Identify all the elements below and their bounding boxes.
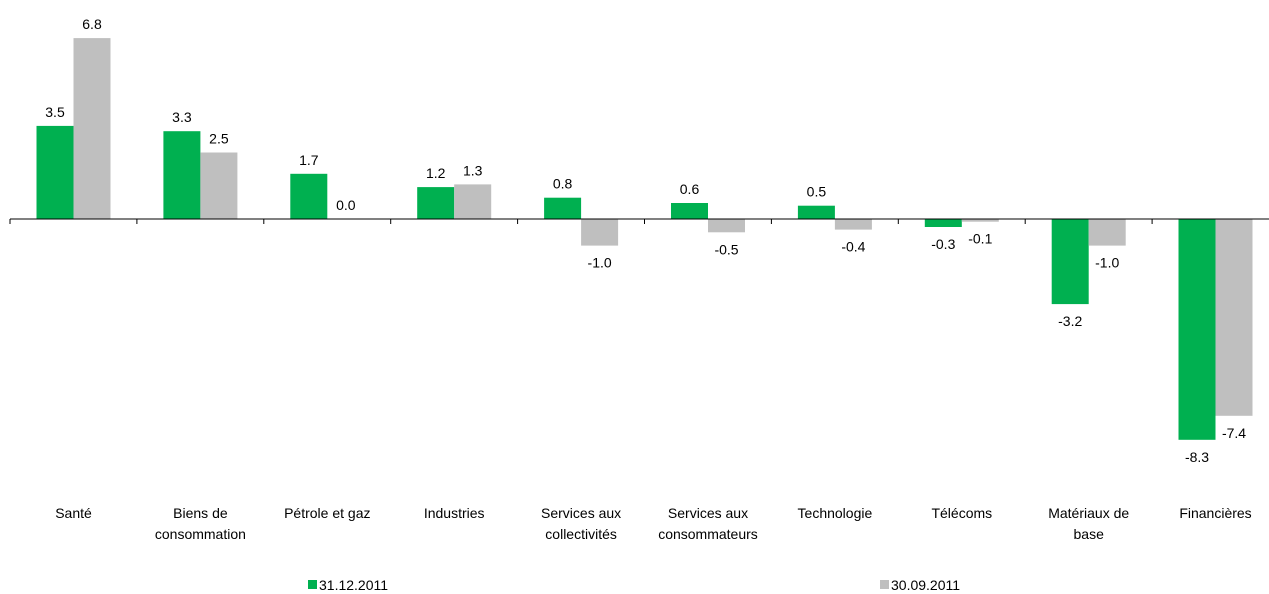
bar-series1-7: [924, 219, 962, 227]
legend-swatch: [880, 580, 889, 589]
data-label: -0.1: [968, 231, 992, 247]
category-label: Matériaux de base: [1048, 505, 1129, 542]
data-label: 1.7: [299, 152, 319, 168]
category-label: Technologie: [798, 505, 873, 521]
data-label: -0.4: [841, 239, 865, 255]
bar-series2-4: [581, 219, 619, 246]
data-labels-group: 3.5 6.8 3.3 2.5 1.7 0.0 1.2 1.3 0.8 -1.0 0.6 -0.5 0.…: [45, 16, 1246, 465]
legend-label: 31.12.2011: [319, 577, 388, 593]
data-label: -1.0: [588, 255, 612, 271]
data-label: -3.2: [1058, 313, 1082, 329]
category-labels-group: Santé Biens de consommation Pétrole et gaz I…: [55, 505, 1251, 542]
data-label: -8.3: [1185, 449, 1209, 465]
bar-series2-7: [961, 219, 999, 222]
category-label: Télécoms: [931, 505, 992, 521]
bar-series1-2: [290, 173, 328, 219]
bar-series1-0: [36, 125, 74, 219]
bar-series1-1: [163, 131, 201, 219]
bar-series1-5: [671, 203, 708, 219]
bars-group: [36, 38, 1253, 440]
bar-series1-3: [417, 187, 455, 219]
category-label: Services aux collectivités: [541, 505, 621, 542]
category-label: Services aux consommateurs: [658, 505, 758, 542]
data-label: 1.3: [463, 162, 483, 178]
bar-series2-3: [454, 184, 492, 219]
data-label: -1.0: [1095, 255, 1119, 271]
legend-swatch: [308, 580, 317, 589]
data-label: -7.4: [1222, 425, 1246, 441]
bar-series2-6: [834, 219, 872, 230]
category-label: Industries: [424, 505, 485, 521]
data-label: 3.5: [45, 104, 65, 120]
data-label: 6.8: [82, 16, 102, 32]
data-label: 0.0: [336, 197, 356, 213]
bar-series1-6: [797, 205, 835, 219]
bar-series2-0: [73, 38, 111, 219]
legend: 31.12.2011 30.09.2011: [308, 577, 960, 593]
category-label: Biens de consommation: [155, 505, 246, 542]
bar-series2-1: [200, 152, 238, 219]
legend-label: 30.09.2011: [891, 577, 960, 593]
data-label: 1.2: [426, 165, 446, 181]
bar-series2-5: [708, 219, 745, 233]
data-label: 2.5: [209, 131, 229, 147]
data-label: 0.5: [807, 184, 827, 200]
bar-series2-9: [1215, 219, 1253, 416]
category-label: Santé: [55, 505, 92, 521]
bar-series1-8: [1051, 219, 1089, 305]
data-label: -0.5: [714, 241, 738, 257]
bar-series1-4: [544, 197, 582, 219]
x-axis: [9, 218, 1269, 224]
data-label: 0.6: [680, 181, 700, 197]
data-label: 0.8: [553, 176, 573, 192]
data-label: -0.3: [931, 236, 955, 252]
bar-series1-9: [1178, 219, 1216, 440]
data-label: 3.3: [172, 109, 192, 125]
bar-series2-8: [1088, 219, 1126, 246]
category-label: Pétrole et gaz: [284, 505, 370, 521]
category-label: Financières: [1179, 505, 1251, 521]
